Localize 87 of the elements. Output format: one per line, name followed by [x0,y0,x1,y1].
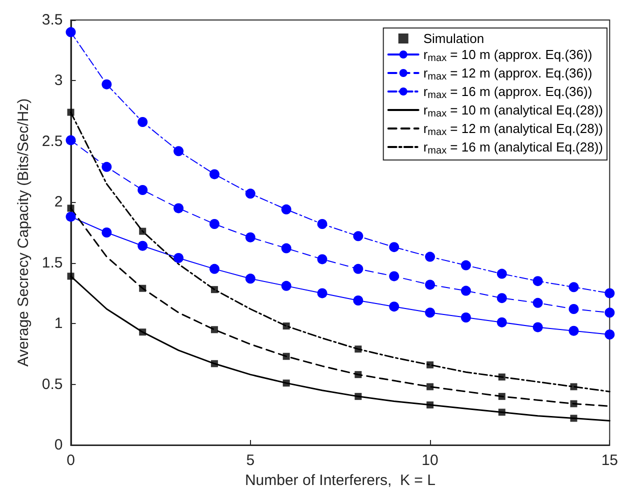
point [281,280,292,291]
y-tick-label: 2.5 [42,132,63,150]
point [426,361,434,368]
point [353,264,364,274]
point [139,284,146,292]
point [245,274,256,284]
y-tick-label: 0.5 [42,376,63,393]
x-tick-label: 0 [66,452,75,469]
point [317,254,328,264]
point [281,243,292,254]
point [389,242,400,252]
point [496,293,507,304]
point [66,27,76,38]
y-tick-label: 3.5 [42,12,63,28]
point [532,276,543,286]
point [389,271,400,282]
point [568,282,579,292]
point [67,272,74,280]
point [282,322,290,330]
point [353,231,364,242]
point [496,317,507,328]
y-tick-label: 1.5 [42,254,63,272]
y-tick-label: 2 [54,194,63,211]
point [425,252,436,262]
point [209,169,220,180]
point [460,312,471,322]
point [102,79,112,90]
point [139,228,146,235]
point [102,162,112,172]
point [353,296,364,306]
point [210,286,218,294]
point [281,204,292,214]
point [138,185,148,195]
point [138,117,148,127]
point [532,298,543,308]
point [67,108,74,116]
point [209,264,220,274]
point [317,288,328,298]
y-tick-label: 1 [54,315,63,332]
point [138,240,148,251]
legend-label: Simulation [423,31,484,46]
point [568,304,579,314]
point [210,360,218,368]
point [210,326,218,334]
point [317,219,328,229]
point [139,328,146,336]
point [570,383,578,390]
point [245,188,256,199]
point [604,288,615,298]
point [426,383,434,390]
point [282,380,290,387]
y-tick-label: 0 [54,436,63,454]
point [532,322,543,332]
x-tick-label: 15 [601,452,618,469]
point [498,374,506,380]
point [174,203,184,214]
x-tick-label: 10 [422,452,438,469]
point [425,280,436,290]
point [66,212,76,222]
point [389,302,400,312]
point [102,228,112,238]
y-axis-title: Average Secrecy Capacity (Bits/Sec/Hz) [15,98,32,367]
point [282,352,290,360]
point [460,286,471,296]
point [354,346,362,353]
point [174,253,184,263]
point [174,146,184,156]
x-tick-label: 5 [246,452,255,469]
point [66,135,76,146]
point [209,219,220,229]
point [570,414,578,422]
point [425,308,436,318]
x-axis-title: Number of Interferers, K = L [244,472,436,489]
point [570,400,578,408]
point [496,268,507,279]
point [498,408,506,416]
point [426,401,434,408]
point [460,260,471,270]
point [604,330,615,340]
point [67,204,74,212]
point [568,326,579,336]
point [604,308,615,318]
point [354,392,362,400]
y-tick-label: 3 [54,72,63,90]
point [245,232,256,242]
point [498,392,506,400]
point [354,371,362,378]
